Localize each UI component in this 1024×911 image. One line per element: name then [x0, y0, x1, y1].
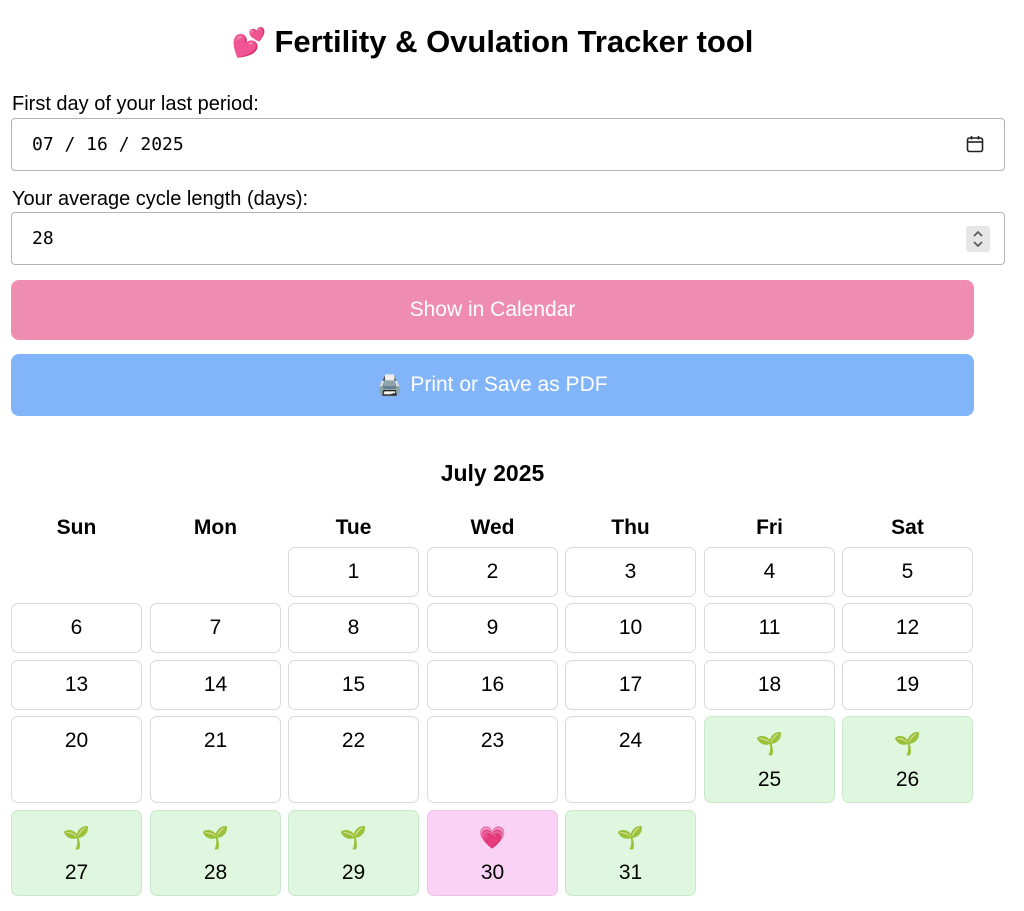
seedling-icon: 🌱 — [616, 825, 645, 850]
two-hearts-icon: 💕 — [231, 27, 267, 58]
calendar-day-number: 8 — [347, 616, 360, 639]
month-title: July 2025 — [440, 460, 545, 486]
calendar-day-8[interactable]: 8 — [288, 603, 419, 653]
calendar-day-number: 25 — [757, 768, 782, 791]
cycle-length-value: 28 — [32, 228, 54, 249]
calendar-day-number: 9 — [486, 616, 499, 639]
weekday-fri: Fri — [756, 516, 783, 539]
calendar-day-14[interactable]: 14 — [150, 660, 281, 710]
calendar-day-10[interactable]: 10 — [565, 603, 696, 653]
show-in-calendar-label: Show in Calendar — [409, 298, 576, 321]
period-date-input[interactable]: 07 / 16 / 2025 — [11, 118, 1005, 171]
calendar-day-number: 21 — [203, 729, 228, 752]
print-pdf-label: Print or Save as PDF — [410, 373, 608, 396]
calendar-day-number: 28 — [203, 861, 228, 884]
calendar-day-number: 15 — [341, 673, 366, 696]
calendar-day-28[interactable]: 🌱 28 — [150, 810, 281, 896]
seedling-icon: 🌱 — [62, 825, 91, 850]
page-title-text: Fertility & Ovulation Tracker tool — [274, 24, 754, 59]
calendar-day-number: 7 — [209, 616, 222, 639]
calendar-day-number: 27 — [64, 861, 89, 884]
weekday-thu: Thu — [611, 516, 650, 539]
calendar-day-number: 30 — [480, 861, 505, 884]
calendar-day-number: 13 — [64, 673, 89, 696]
period-date-value: 07 / 16 / 2025 — [32, 134, 184, 155]
calendar-day-9[interactable]: 9 — [427, 603, 558, 653]
weekday-sun: Sun — [56, 516, 97, 539]
calendar-day-5[interactable]: 5 — [842, 547, 973, 597]
calendar-day-number: 18 — [757, 673, 782, 696]
calendar-day-number: 2 — [486, 560, 499, 583]
calendar-day-number: 14 — [203, 673, 228, 696]
calendar-day-number: 11 — [758, 616, 781, 639]
page-title: 💕 Fertility & Ovulation Tracker tool — [0, 22, 985, 63]
spinner-icon[interactable] — [966, 226, 990, 252]
calendar-day-26[interactable]: 🌱 26 — [842, 716, 973, 803]
calendar-day-12[interactable]: 12 — [842, 603, 973, 653]
weekday-mon: Mon — [193, 516, 238, 539]
calendar-icon[interactable] — [966, 135, 984, 153]
calendar-day-29[interactable]: 🌱 29 — [288, 810, 419, 896]
pink-heart-icon: 💗 — [478, 825, 507, 850]
calendar-day-2[interactable]: 2 — [427, 547, 558, 597]
calendar-day-22[interactable]: 22 — [288, 716, 419, 803]
printer-icon: 🖨️ — [377, 374, 403, 397]
calendar-day-25[interactable]: 🌱 25 — [704, 716, 835, 803]
calendar-day-1[interactable]: 1 — [288, 547, 419, 597]
seedling-icon: 🌱 — [339, 825, 368, 850]
calendar-day-number: 23 — [480, 729, 505, 752]
calendar-day-31[interactable]: 🌱 31 — [565, 810, 696, 896]
calendar-day-number: 19 — [895, 673, 920, 696]
calendar-day-30[interactable]: 💗 30 — [427, 810, 558, 896]
calendar-day-4[interactable]: 4 — [704, 547, 835, 597]
calendar-day-18[interactable]: 18 — [704, 660, 835, 710]
calendar-day-23[interactable]: 23 — [427, 716, 558, 803]
calendar-day-24[interactable]: 24 — [565, 716, 696, 803]
calendar-day-number: 3 — [624, 560, 637, 583]
calendar-day-20[interactable]: 20 — [11, 716, 142, 803]
calendar-day-21[interactable]: 21 — [150, 716, 281, 803]
calendar-day-6[interactable]: 6 — [11, 603, 142, 653]
period-label: First day of your last period: — [12, 93, 259, 115]
calendar-day-number: 4 — [763, 560, 776, 583]
seedling-icon: 🌱 — [755, 731, 784, 756]
calendar-day-13[interactable]: 13 — [11, 660, 142, 710]
calendar-day-number: 20 — [64, 729, 89, 752]
calendar-day-7[interactable]: 7 — [150, 603, 281, 653]
calendar-day-3[interactable]: 3 — [565, 547, 696, 597]
calendar-day-number: 16 — [480, 673, 505, 696]
calendar-day-number: 10 — [618, 616, 643, 639]
calendar-day-number: 17 — [618, 673, 643, 696]
cycle-label: Your average cycle length (days): — [12, 188, 309, 210]
weekday-wed: Wed — [470, 516, 515, 539]
calendar-day-16[interactable]: 16 — [427, 660, 558, 710]
calendar-day-11[interactable]: 11 — [704, 603, 835, 653]
calendar-day-number: 1 — [347, 560, 360, 583]
print-pdf-button[interactable]: 🖨️ Print or Save as PDF — [11, 354, 974, 416]
calendar-day-number: 24 — [618, 729, 643, 752]
calendar-day-number: 6 — [70, 616, 83, 639]
calendar-day-number: 26 — [895, 768, 920, 791]
calendar-day-number: 22 — [341, 729, 366, 752]
seedling-icon: 🌱 — [893, 731, 922, 756]
seedling-icon: 🌱 — [201, 825, 230, 850]
calendar-day-19[interactable]: 19 — [842, 660, 973, 710]
weekday-tue: Tue — [335, 516, 372, 539]
weekday-sat: Sat — [891, 516, 924, 539]
calendar-day-number: 31 — [618, 861, 643, 884]
calendar-day-number: 12 — [895, 616, 920, 639]
calendar-day-number: 29 — [341, 861, 366, 884]
calendar-day-27[interactable]: 🌱 27 — [11, 810, 142, 896]
calendar-day-15[interactable]: 15 — [288, 660, 419, 710]
calendar-day-number: 5 — [901, 560, 914, 583]
cycle-length-input[interactable]: 28 — [11, 212, 1005, 265]
calendar-day-17[interactable]: 17 — [565, 660, 696, 710]
show-in-calendar-button[interactable]: Show in Calendar — [11, 280, 974, 340]
